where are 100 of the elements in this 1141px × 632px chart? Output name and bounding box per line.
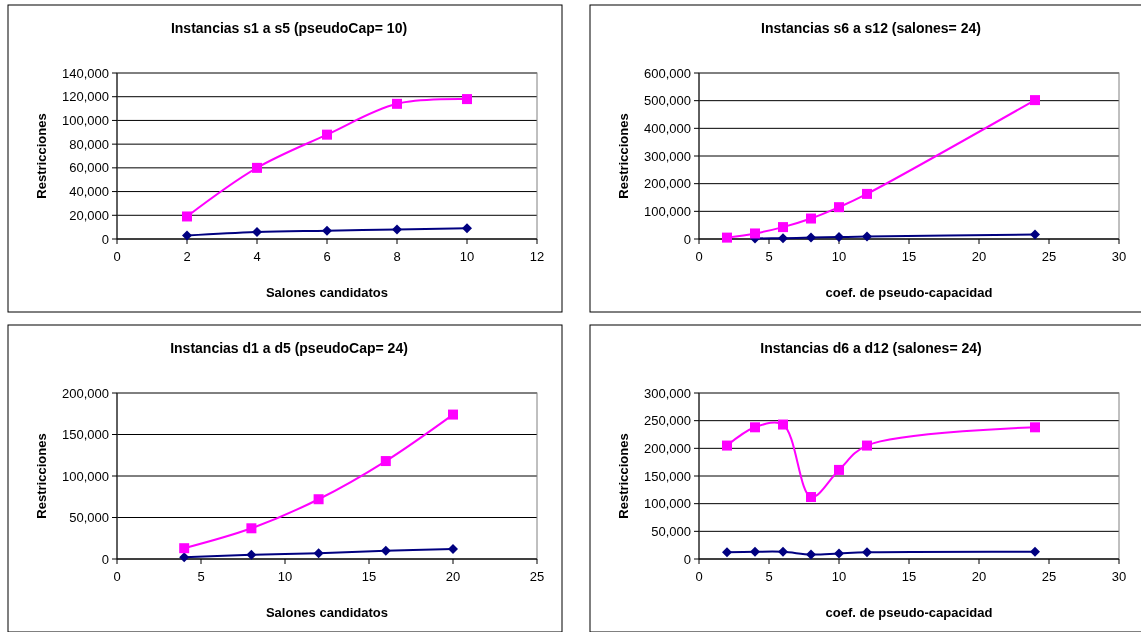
x-tick-label: 20 <box>971 249 987 264</box>
point <box>392 224 402 235</box>
point <box>834 464 844 475</box>
point <box>1030 229 1040 240</box>
x-tick-label: 6 <box>323 249 331 264</box>
point <box>722 440 732 451</box>
point <box>834 202 844 213</box>
point <box>722 232 732 243</box>
point <box>313 494 324 505</box>
point <box>462 94 472 105</box>
y-tick-label: 100,000 <box>62 468 109 484</box>
y-axis-title: Restricciones <box>616 433 631 519</box>
point <box>862 231 872 242</box>
point <box>806 549 816 560</box>
x-tick-label: 0 <box>113 569 121 584</box>
x-tick-label: 12 <box>529 249 545 264</box>
x-tick-label: 5 <box>765 249 773 264</box>
y-tick-label: 0 <box>101 551 109 567</box>
point <box>179 552 190 563</box>
point <box>806 232 816 243</box>
y-tick-label: 200,000 <box>644 440 691 456</box>
point <box>806 492 816 503</box>
x-tick-label: 10 <box>831 249 847 264</box>
point <box>448 409 458 420</box>
y-tick-label: 300,000 <box>644 385 691 401</box>
point <box>252 226 262 237</box>
y-tick-label: 120,000 <box>62 89 109 105</box>
point <box>1030 546 1040 557</box>
x-tick-label: 8 <box>393 249 401 264</box>
y-tick-label: 100,000 <box>644 496 691 512</box>
y-tick-label: 200,000 <box>644 176 691 192</box>
y-axis-title: Restricciones <box>34 433 49 519</box>
y-axis-title: Restricciones <box>34 113 49 199</box>
point <box>778 546 788 557</box>
y-tick-label: 100,000 <box>644 203 691 219</box>
y-tick-label: 600,000 <box>644 65 691 81</box>
x-tick-label: 25 <box>1041 249 1057 264</box>
point <box>862 440 872 451</box>
point <box>862 188 872 199</box>
point <box>462 223 472 234</box>
y-tick-label: 40,000 <box>69 184 109 200</box>
point <box>380 545 391 556</box>
point <box>246 549 257 560</box>
point <box>778 233 788 244</box>
y-tick-label: 150,000 <box>62 427 109 443</box>
x-tick-label: 25 <box>1041 569 1057 584</box>
point <box>313 548 324 559</box>
point <box>392 98 402 109</box>
x-tick-label: 0 <box>113 249 121 264</box>
point <box>750 422 760 433</box>
x-tick-label: 10 <box>277 569 293 584</box>
chart-title: Instancias d6 a d12 (salones= 24) <box>760 340 982 356</box>
point <box>722 547 732 558</box>
x-axis-title: Salones candidatos <box>265 285 389 300</box>
point <box>1030 95 1040 106</box>
x-tick-label: 20 <box>971 569 987 584</box>
x-axis-title: coef. de pseudo-capacidad <box>825 605 993 620</box>
y-tick-label: 80,000 <box>69 136 109 152</box>
point <box>834 232 844 243</box>
point <box>182 230 192 241</box>
point <box>322 129 332 140</box>
x-tick-label: 15 <box>901 249 917 264</box>
x-tick-label: 20 <box>445 569 461 584</box>
x-axis-title: Salones candidatos <box>265 605 389 620</box>
point <box>750 546 760 557</box>
y-tick-label: 50,000 <box>69 510 109 526</box>
x-tick-label: 30 <box>1111 569 1127 584</box>
y-tick-label: 200,000 <box>62 385 109 401</box>
y-tick-label: 20,000 <box>69 207 109 223</box>
y-axis-title: Restricciones <box>616 113 631 199</box>
y-tick-label: 140,000 <box>62 65 109 81</box>
point <box>448 544 458 555</box>
point <box>806 213 816 224</box>
x-tick-label: 2 <box>183 249 191 264</box>
x-tick-label: 4 <box>253 249 261 264</box>
x-tick-label: 0 <box>695 569 703 584</box>
point <box>380 456 391 467</box>
chart-title: Instancias s1 a s5 (pseudoCap= 10) <box>170 20 408 36</box>
y-tick-label: 50,000 <box>651 523 691 539</box>
y-tick-label: 300,000 <box>644 148 691 164</box>
y-tick-label: 400,000 <box>644 120 691 136</box>
chart-title: Instancias s6 a s12 (salones= 24) <box>761 20 981 36</box>
point <box>834 548 844 559</box>
x-tick-label: 25 <box>529 569 545 584</box>
x-tick-label: 10 <box>831 569 847 584</box>
point <box>179 543 190 554</box>
x-tick-label: 5 <box>765 569 773 584</box>
y-tick-label: 100,000 <box>62 112 109 128</box>
x-tick-label: 5 <box>197 569 205 584</box>
point <box>1030 422 1040 433</box>
y-tick-label: 250,000 <box>644 413 691 429</box>
point <box>322 225 332 236</box>
y-tick-label: 0 <box>101 231 109 247</box>
y-tick-label: 0 <box>683 551 691 567</box>
y-tick-label: 60,000 <box>69 160 109 176</box>
point <box>246 523 257 534</box>
x-tick-label: 15 <box>361 569 377 584</box>
point <box>778 419 788 430</box>
chart-title: Instancias d1 a d5 (pseudoCap= 24) <box>170 340 408 356</box>
x-axis-title: coef. de pseudo-capacidad <box>825 285 993 300</box>
